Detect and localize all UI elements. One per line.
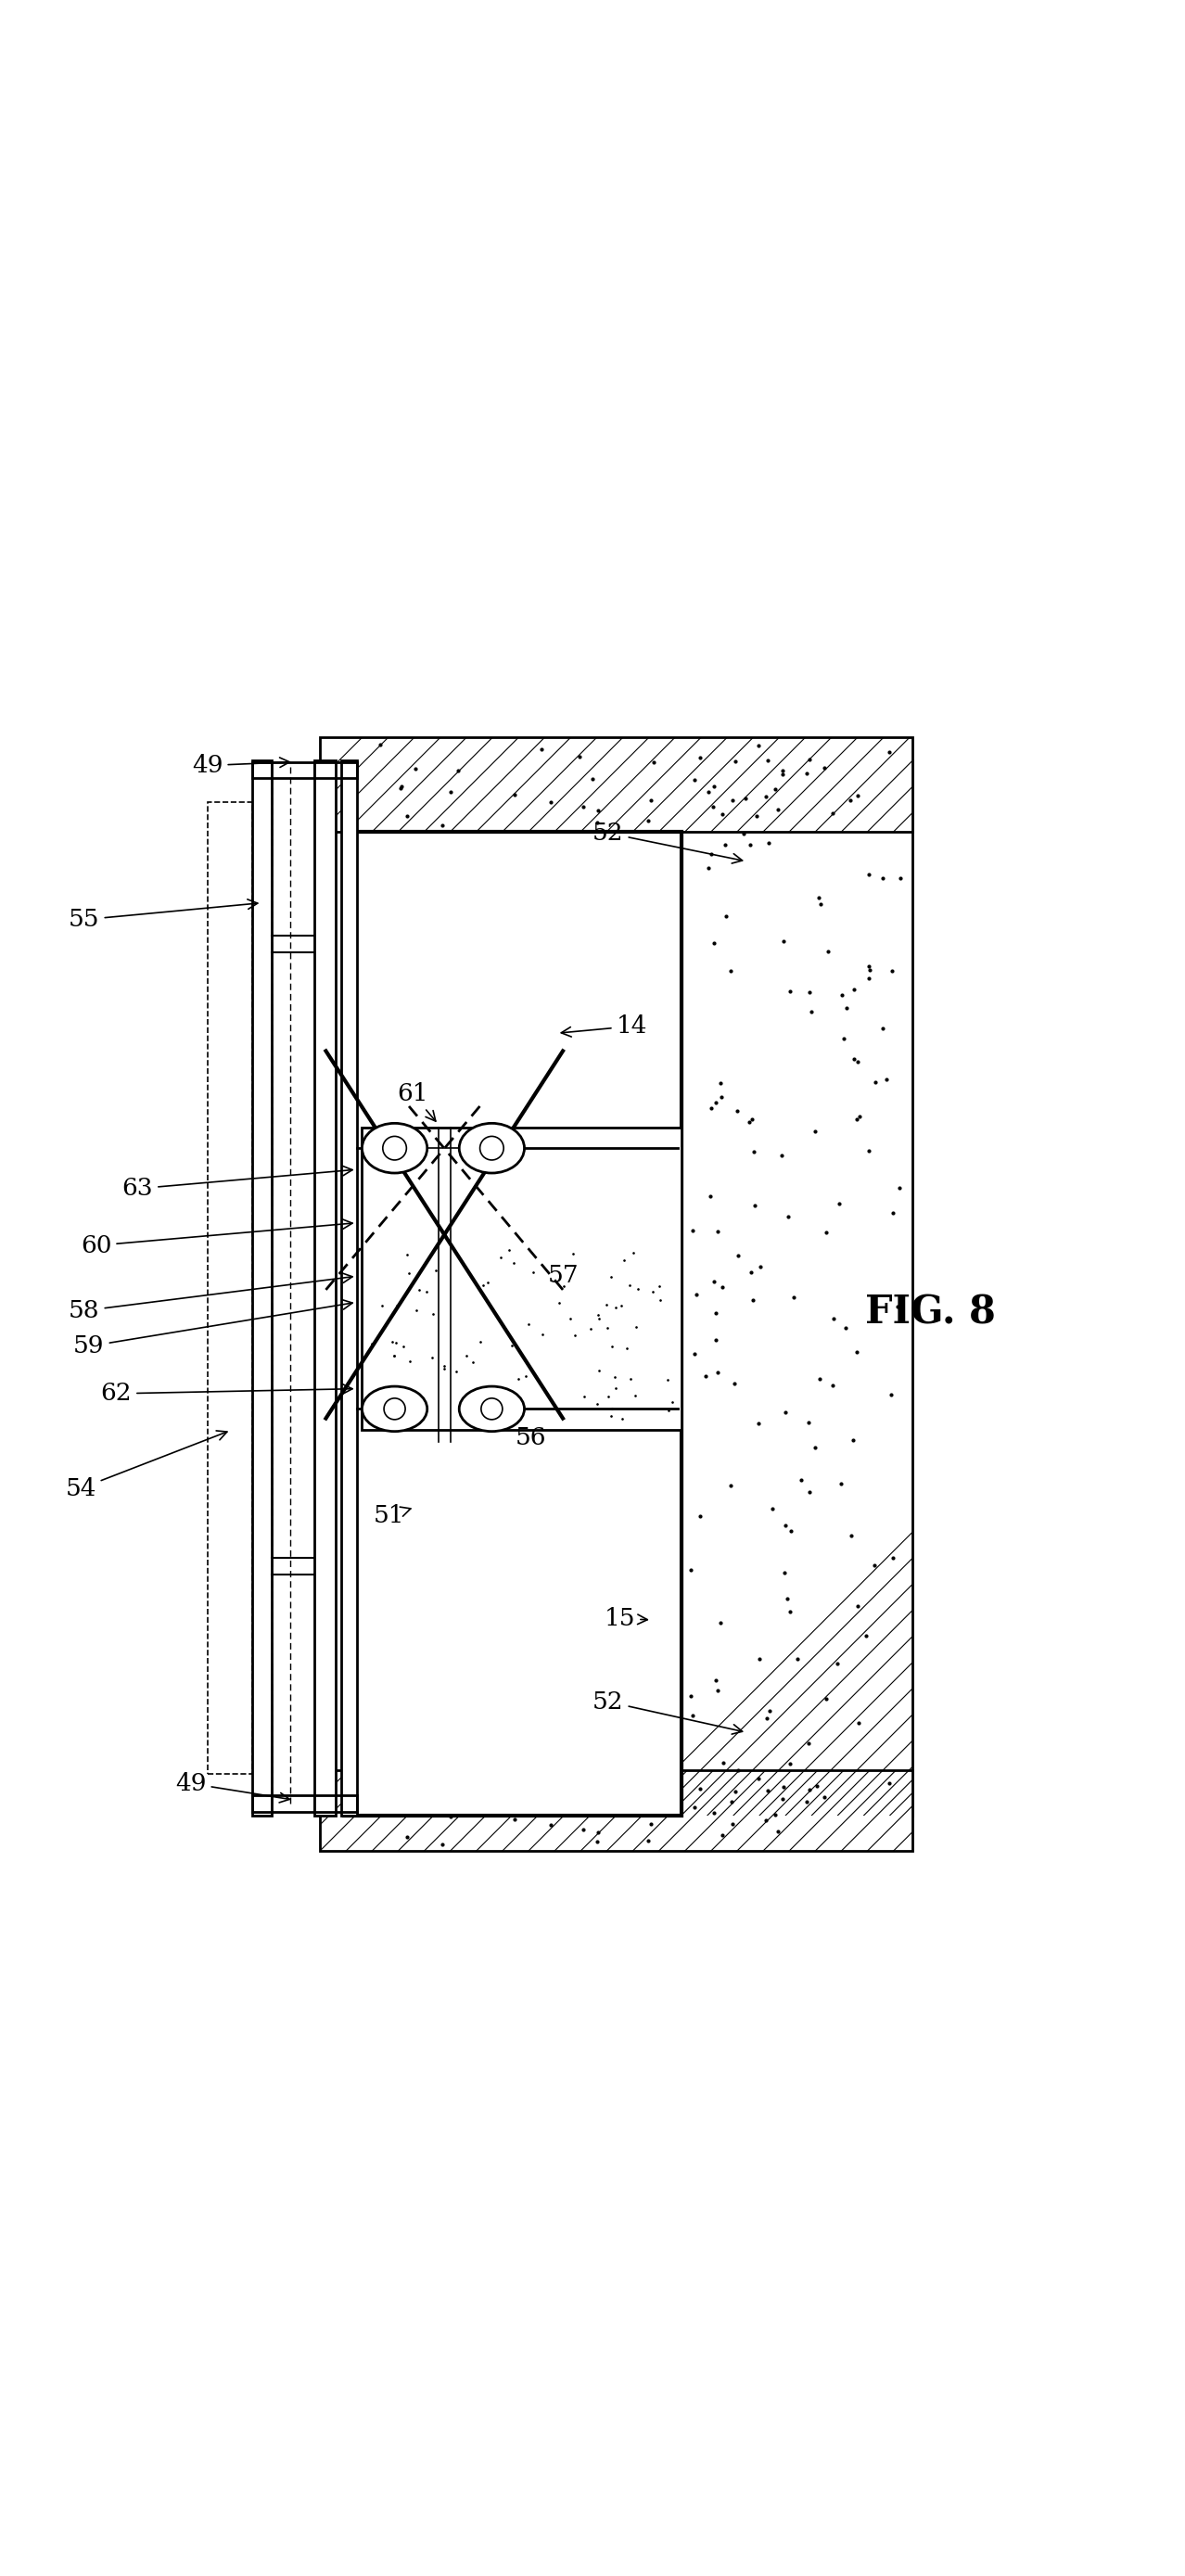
Bar	[344, 832, 681, 1816]
Text: 49: 49	[192, 755, 289, 778]
Bar	[681, 760, 912, 1816]
Bar	[341, 760, 357, 1816]
Text: 14: 14	[562, 1015, 647, 1038]
Text: 58: 58	[69, 1273, 352, 1321]
Bar	[320, 1770, 912, 1852]
Text: FIG. 8: FIG. 8	[865, 1293, 995, 1332]
Bar	[207, 801, 252, 1775]
Text: 15: 15	[604, 1607, 647, 1631]
Text: 61: 61	[397, 1082, 436, 1121]
Text: 56: 56	[515, 1427, 546, 1450]
Ellipse shape	[363, 1123, 427, 1172]
Ellipse shape	[460, 1123, 524, 1172]
Text: 59: 59	[73, 1301, 352, 1358]
Circle shape	[383, 1136, 406, 1159]
Text: 51: 51	[373, 1504, 411, 1528]
Text: 63: 63	[122, 1167, 352, 1200]
Bar	[252, 760, 271, 1816]
Circle shape	[480, 1136, 504, 1159]
Bar	[361, 1128, 681, 1430]
Bar	[314, 760, 335, 1816]
Bar	[681, 760, 912, 1816]
Ellipse shape	[363, 1386, 427, 1432]
Text: 52: 52	[592, 1690, 742, 1734]
Bar	[320, 737, 912, 832]
Ellipse shape	[460, 1386, 524, 1432]
Bar	[320, 1770, 912, 1852]
Bar	[320, 737, 912, 832]
Text: 55: 55	[69, 899, 257, 930]
Text: 49: 49	[175, 1772, 289, 1803]
Text: 52: 52	[592, 822, 742, 863]
Text: 57: 57	[547, 1265, 578, 1285]
Text: 60: 60	[81, 1218, 352, 1257]
Text: 62: 62	[101, 1383, 352, 1406]
Text: 54: 54	[65, 1430, 228, 1499]
